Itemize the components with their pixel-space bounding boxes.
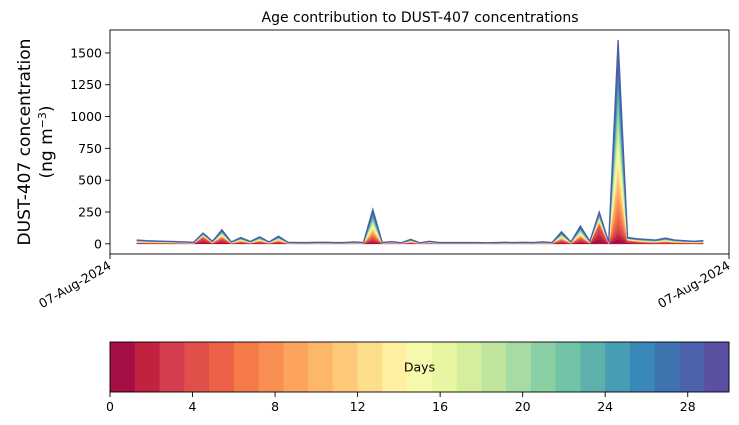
colorbar-swatch	[357, 342, 383, 392]
colorbar-swatch	[134, 342, 161, 392]
svg-text:(ng m−3): (ng m−3)	[36, 105, 57, 178]
colorbar-swatch	[332, 342, 359, 392]
plot-marks	[136, 40, 704, 245]
colorbar-tick-label: 4	[189, 399, 197, 414]
colorbar-tick-label: 28	[680, 399, 696, 414]
colorbar-swatch	[506, 342, 532, 392]
colorbar-swatch	[382, 342, 408, 392]
total-series-line	[136, 40, 704, 244]
svg-text:DUST-407 concentration: DUST-407 concentration	[15, 39, 35, 246]
colorbar-label: Days	[404, 360, 435, 375]
colorbar-tick-label: 12	[350, 399, 366, 414]
colorbar-swatch	[580, 342, 606, 392]
colorbar-tick-label: 20	[515, 399, 531, 414]
colorbar-swatch	[481, 342, 507, 392]
colorbar: 0 4 8 12 16 20 24 28 Days	[106, 341, 730, 414]
y-axis-label-close: )	[37, 105, 57, 112]
colorbar-swatch	[233, 342, 260, 392]
y-axis-label-unit: (ng m	[37, 128, 57, 178]
colorbar-swatch	[258, 342, 284, 392]
colorbar-swatch	[456, 342, 482, 392]
y-tick-label: 250	[78, 205, 102, 220]
y-tick-label: 0	[94, 236, 102, 251]
colorbar-swatch	[283, 342, 309, 392]
y-axis-label-line1: DUST-407 concentration	[15, 39, 35, 246]
y-tick-label: 500	[78, 173, 102, 188]
colorbar-swatch	[704, 342, 730, 392]
x-axis-ticks: 07-Aug-2024 07-Aug-2024	[36, 254, 733, 311]
colorbar-tick-label: 0	[106, 399, 114, 414]
colorbar-swatch	[209, 342, 235, 392]
x-tick-label: 07-Aug-2024	[655, 258, 733, 311]
colorbar-swatch	[629, 342, 656, 392]
y-axis-label-sup: −3	[36, 112, 49, 128]
colorbar-tick-label: 8	[271, 399, 279, 414]
colorbar-swatch	[407, 342, 433, 392]
colorbar-swatch	[530, 342, 557, 392]
y-tick-label: 1250	[70, 77, 102, 92]
y-axis-ticks: 0 250 500 750 1000 1250 1500	[70, 45, 110, 251]
chart-title: Age contribution to DUST-407 concentrati…	[262, 10, 579, 26]
colorbar-swatch	[679, 342, 705, 392]
plot-frame	[109, 29, 730, 255]
colorbar-swatch	[555, 342, 581, 392]
x-tick-label: 07-Aug-2024	[36, 258, 114, 311]
y-tick-label: 1500	[70, 45, 102, 60]
y-tick-label: 750	[78, 141, 102, 156]
colorbar-frame	[109, 341, 730, 393]
colorbar-swatch	[308, 342, 334, 392]
colorbar-tick-label: 24	[597, 399, 613, 414]
y-axis-label: DUST-407 concentration (ng m−3)	[15, 39, 57, 246]
colorbar-swatch	[605, 342, 631, 392]
colorbar-swatch	[159, 342, 185, 392]
colorbar-tick-label: 16	[432, 399, 448, 414]
colorbar-swatch	[184, 342, 210, 392]
colorbar-swatch	[431, 342, 458, 392]
colorbar-swatch	[110, 342, 136, 392]
colorbar-swatch	[654, 342, 680, 392]
y-tick-label: 1000	[70, 109, 102, 124]
